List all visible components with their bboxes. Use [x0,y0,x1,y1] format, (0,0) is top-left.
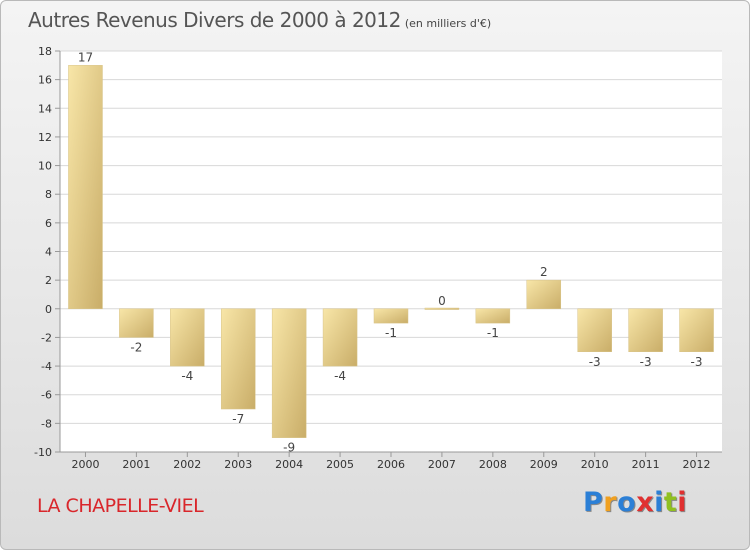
bar-2008 [475,308,511,324]
y-tick-label: -6 [41,389,52,402]
value-label: -4 [334,369,346,383]
y-tick-label: 16 [38,74,52,87]
bar-2004 [271,308,307,438]
y-tick-label: 2 [45,274,52,287]
y-tick-label: 18 [38,45,52,58]
bar-2006 [373,308,409,324]
x-tick-label: 2008 [479,458,507,471]
value-label: -3 [691,355,703,369]
x-tick-label: 2002 [173,458,201,471]
value-label: -3 [640,355,652,369]
value-label: 2 [540,265,548,279]
bar-2007 [424,307,460,310]
x-tick-label: 2001 [122,458,150,471]
value-label: -1 [385,326,397,340]
x-tick-label: 2010 [581,458,609,471]
value-label: -3 [589,355,601,369]
gridlines [60,50,722,453]
chart-title: Autres Revenus Divers de 2000 à 2012 (en … [28,8,491,32]
x-tick-label: 2007 [428,458,456,471]
y-tick-label: 0 [45,303,52,316]
value-label: -1 [487,326,499,340]
y-tick-label: 14 [38,102,52,115]
logo-letter: r [603,487,618,518]
proxiti-logo[interactable]: Proxiti [583,487,687,518]
bar-2011 [628,308,663,352]
y-tick-label: 8 [45,188,52,201]
data-labels: 17 -2 -4 -7 -9 -4 -1 0 -1 2 -3 -3 -3 [78,50,703,454]
commune-name: LA CHAPELLE-VIEL [37,495,204,517]
logo-letter: i [677,487,688,518]
y-tick-label: -8 [41,417,52,430]
bar-2002 [170,308,205,367]
x-tick-label: 2011 [632,458,660,471]
value-label: -9 [283,441,295,455]
value-label: -7 [232,412,244,426]
y-tick-label: 12 [38,131,52,144]
value-label: -2 [130,340,142,354]
bar-2001 [119,308,154,338]
bars [68,65,714,438]
chart-title-main: Autres Revenus Divers de 2000 à 2012 [28,8,401,32]
logo-letter: t [663,487,678,518]
bar-2010 [577,308,612,352]
x-tick-label: 2009 [530,458,558,471]
logo-letter: i [654,487,664,518]
bar-2000 [68,65,103,310]
y-tick-label: -2 [41,331,52,344]
value-label: -4 [181,369,193,383]
x-tick-label: 2006 [377,458,405,471]
y-tick-label: -4 [41,360,52,373]
y-tick-label: 10 [38,160,52,173]
value-label: 17 [78,50,93,64]
logo-letter: o [617,487,637,518]
x-tick-label: 2005 [326,458,354,471]
x-tick-label: 2000 [71,458,99,471]
y-tick-label: 4 [45,246,52,259]
x-tick-label: 2004 [275,458,303,471]
bar-2012 [679,308,714,352]
bar-2003 [220,308,256,410]
x-tick-label: 2003 [224,458,252,471]
bar-2009 [526,279,562,310]
x-tick-label: 2012 [683,458,711,471]
logo-letter: P [583,487,604,518]
y-tick-label: -10 [34,446,52,459]
y-tick-label: 6 [45,217,52,230]
logo-letter: x [636,487,655,518]
value-label: 0 [438,294,446,308]
bar-2005 [322,308,358,367]
chart-title-unit: (en milliers d'€) [404,17,492,30]
